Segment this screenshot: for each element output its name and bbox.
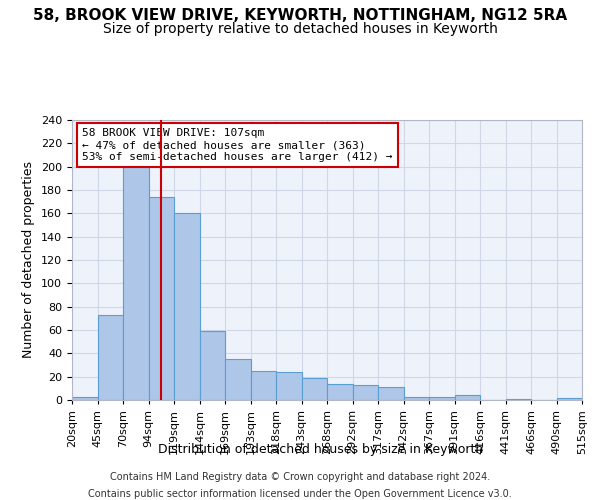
Bar xyxy=(97,315,123,400)
Bar xyxy=(72,396,97,400)
Bar xyxy=(429,396,455,400)
Text: Size of property relative to detached houses in Keyworth: Size of property relative to detached ho… xyxy=(103,22,497,36)
Text: Contains HM Land Registry data © Crown copyright and database right 2024.: Contains HM Land Registry data © Crown c… xyxy=(110,472,490,482)
Bar xyxy=(353,385,378,400)
Text: Contains public sector information licensed under the Open Government Licence v3: Contains public sector information licen… xyxy=(88,489,512,499)
Text: Distribution of detached houses by size in Keyworth: Distribution of detached houses by size … xyxy=(158,442,484,456)
Bar xyxy=(123,166,149,400)
Bar xyxy=(557,398,582,400)
Text: 58 BROOK VIEW DRIVE: 107sqm
← 47% of detached houses are smaller (363)
53% of se: 58 BROOK VIEW DRIVE: 107sqm ← 47% of det… xyxy=(82,128,392,162)
Bar xyxy=(199,331,225,400)
Bar xyxy=(455,396,480,400)
Bar xyxy=(251,371,276,400)
Bar xyxy=(378,387,404,400)
Bar xyxy=(327,384,353,400)
Bar xyxy=(149,197,174,400)
Text: 58, BROOK VIEW DRIVE, KEYWORTH, NOTTINGHAM, NG12 5RA: 58, BROOK VIEW DRIVE, KEYWORTH, NOTTINGH… xyxy=(33,8,567,22)
Bar xyxy=(302,378,327,400)
Y-axis label: Number of detached properties: Number of detached properties xyxy=(22,162,35,358)
Bar xyxy=(505,399,531,400)
Bar xyxy=(225,359,251,400)
Bar xyxy=(174,214,199,400)
Bar xyxy=(276,372,302,400)
Bar xyxy=(404,396,429,400)
